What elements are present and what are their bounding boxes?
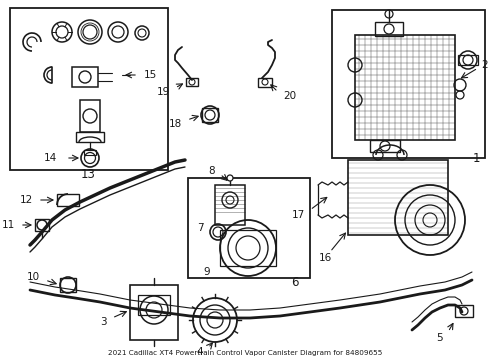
Bar (10, 8, 168, 170)
Text: 13: 13 (80, 167, 96, 180)
Bar (76, 132, 104, 142)
Bar (130, 285, 178, 340)
Bar (80, 100, 100, 132)
Text: 16: 16 (318, 253, 332, 263)
Bar (370, 140, 400, 152)
Text: 14: 14 (44, 153, 57, 163)
Text: 6: 6 (291, 275, 299, 288)
Bar (202, 108, 218, 122)
Bar (35, 219, 49, 231)
Text: 12: 12 (20, 195, 33, 205)
Bar (375, 22, 403, 36)
Text: 9: 9 (203, 267, 210, 277)
Bar (258, 78, 272, 87)
Bar (84, 150, 96, 155)
Bar (458, 55, 478, 65)
Text: 17: 17 (292, 210, 305, 220)
Text: 4: 4 (196, 347, 203, 357)
Bar (332, 10, 485, 158)
Circle shape (227, 175, 233, 181)
Bar (57, 194, 79, 206)
Text: 5: 5 (437, 333, 443, 343)
Text: 11: 11 (2, 220, 15, 230)
Text: 2021 Cadillac XT4 Powertrain Control Vapor Canister Diagram for 84809655: 2021 Cadillac XT4 Powertrain Control Vap… (108, 350, 382, 356)
Bar (60, 278, 76, 292)
Bar (188, 178, 310, 278)
Text: 7: 7 (197, 223, 204, 233)
Text: 10: 10 (27, 272, 40, 282)
Text: 1: 1 (472, 152, 480, 165)
Text: 18: 18 (169, 119, 182, 129)
Bar (355, 35, 455, 140)
Bar (215, 185, 245, 225)
Text: 3: 3 (100, 317, 107, 327)
Bar (455, 305, 473, 317)
Text: 2: 2 (481, 60, 488, 70)
Text: 15: 15 (144, 70, 157, 80)
Bar (220, 230, 276, 266)
Bar (186, 78, 198, 86)
Bar (318, 155, 473, 285)
Text: 19: 19 (157, 87, 170, 97)
Bar (138, 295, 170, 315)
Text: 8: 8 (208, 166, 215, 176)
Bar (348, 160, 448, 235)
Bar (72, 67, 98, 87)
Text: 20: 20 (283, 91, 296, 101)
